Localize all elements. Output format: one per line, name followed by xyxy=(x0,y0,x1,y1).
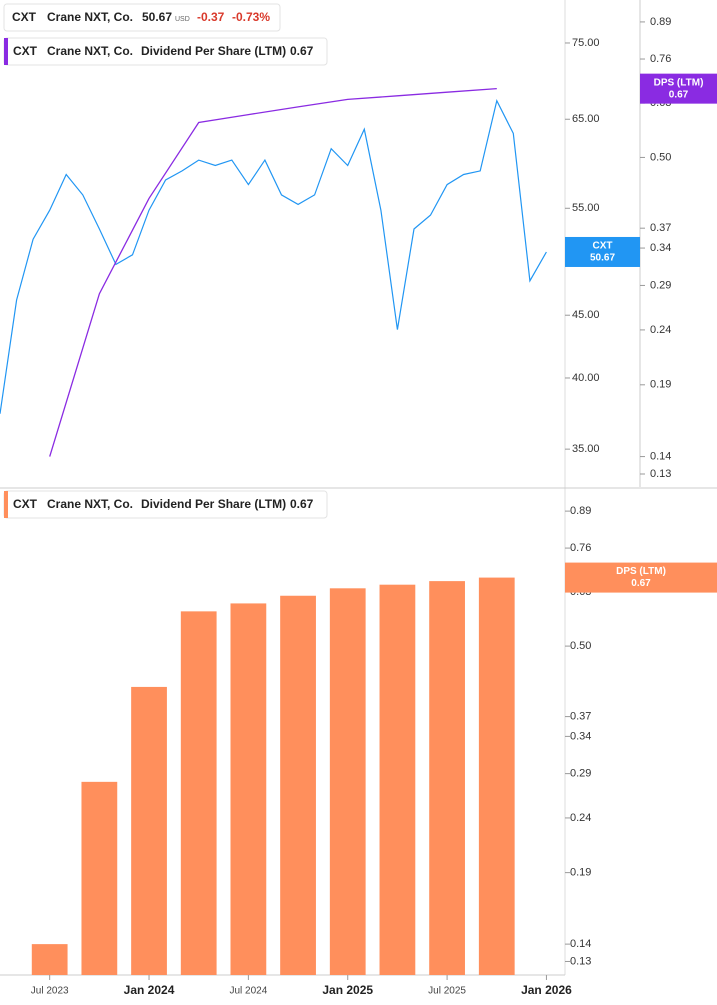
y-tick-label: 0.76 xyxy=(650,53,671,65)
x-tick-label: Jul 2025 xyxy=(428,986,466,997)
x-tick-label: Jan 2024 xyxy=(124,983,175,997)
plot-area: 35.0040.0045.0050.0055.0065.0075.000.130… xyxy=(0,16,717,997)
legend-swatch xyxy=(4,38,8,65)
bar xyxy=(478,577,515,975)
price-tag-value: 0.67 xyxy=(631,578,651,589)
legend-company: Crane NXT, Co. xyxy=(47,497,133,511)
price-tag xyxy=(565,236,640,267)
y-tick-label: 0.14 xyxy=(650,450,671,462)
y-tick-label: 0.50 xyxy=(650,151,671,163)
bar xyxy=(81,781,118,975)
price-tag-label: CXT xyxy=(593,241,613,252)
y-tick-label: 0.13 xyxy=(570,955,591,967)
legend-price: 50.67 xyxy=(142,10,172,24)
legend-ticker: CXT xyxy=(13,497,38,511)
bar xyxy=(131,686,167,975)
bar xyxy=(379,584,416,975)
y-tick-label: 0.34 xyxy=(570,730,591,742)
bar xyxy=(180,611,217,975)
x-tick-label: Jan 2026 xyxy=(521,983,572,997)
bar xyxy=(329,588,366,975)
y-tick-label: 0.37 xyxy=(570,711,591,723)
x-tick-label: Jul 2023 xyxy=(31,986,69,997)
y-tick-label: 0.34 xyxy=(650,242,671,254)
y-tick-label: 0.76 xyxy=(570,542,591,554)
bar xyxy=(31,944,68,975)
y-tick-label: 65.00 xyxy=(572,113,600,125)
price-tag-value: 50.67 xyxy=(590,253,615,264)
y-tick-label: 40.00 xyxy=(572,372,600,384)
price-tag-label: DPS (LTM) xyxy=(616,566,666,577)
legend-series: Dividend Per Share (LTM) xyxy=(141,497,286,511)
price-tag xyxy=(565,562,717,593)
legend-ticker: CXT xyxy=(12,10,37,24)
y-tick-label: 0.50 xyxy=(570,640,591,652)
legend-box xyxy=(3,3,281,32)
y-tick-label: 35.00 xyxy=(572,443,600,455)
legend-ticker: CXT xyxy=(13,44,38,58)
legend-change: -0.37 xyxy=(197,10,225,24)
y-tick-label: 0.24 xyxy=(570,812,591,824)
y-tick-label: 55.00 xyxy=(572,202,600,214)
legend-company: Crane NXT, Co. xyxy=(47,10,133,24)
y-tick-label: 0.29 xyxy=(570,768,591,780)
legend-company: Crane NXT, Co. xyxy=(47,44,133,58)
y-tick-label: 0.13 xyxy=(650,468,671,480)
y-tick-label: 0.89 xyxy=(650,16,671,28)
y-tick-label: 75.00 xyxy=(572,37,600,49)
bar xyxy=(280,595,316,975)
price-tag xyxy=(640,73,717,104)
bar xyxy=(230,603,267,975)
bar xyxy=(429,581,465,975)
x-tick-label: Jul 2024 xyxy=(229,986,267,997)
y-tick-label: 0.37 xyxy=(650,222,671,234)
legend-value: 0.67 xyxy=(290,497,314,511)
legend-series: Dividend Per Share (LTM) xyxy=(141,44,286,58)
x-tick-label: Jan 2025 xyxy=(322,983,373,997)
series-line xyxy=(49,87,497,457)
legend-value: 0.67 xyxy=(290,44,314,58)
legend-change-pct: -0.73% xyxy=(232,10,270,24)
y-tick-label: 0.19 xyxy=(650,379,671,391)
y-tick-label: 0.29 xyxy=(650,279,671,291)
series-line xyxy=(0,98,547,414)
price-tag-label: DPS (LTM) xyxy=(654,77,704,88)
price-tag-value: 0.67 xyxy=(669,89,689,100)
y-tick-label: 0.19 xyxy=(570,867,591,879)
y-tick-label: 45.00 xyxy=(572,309,600,321)
y-tick-label: 0.24 xyxy=(650,324,671,336)
y-tick-label: 0.14 xyxy=(570,938,591,950)
legend-swatch xyxy=(4,491,8,518)
y-tick-label: 0.89 xyxy=(570,505,591,517)
legend-currency: USD xyxy=(175,16,190,23)
